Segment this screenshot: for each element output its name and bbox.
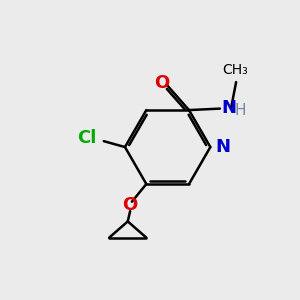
Text: H: H	[235, 103, 246, 118]
Text: O: O	[122, 196, 138, 214]
Text: N: N	[221, 99, 236, 117]
Text: Cl: Cl	[78, 129, 97, 147]
Text: O: O	[154, 74, 169, 92]
Text: N: N	[216, 138, 231, 156]
Text: CH₃: CH₃	[222, 63, 247, 77]
